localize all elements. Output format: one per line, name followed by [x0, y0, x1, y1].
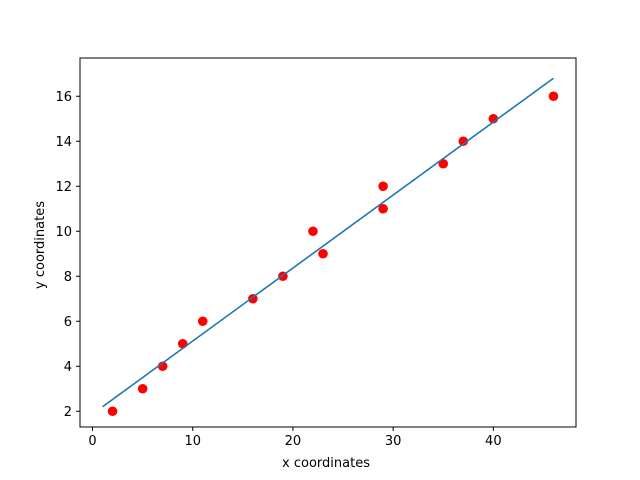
axes-frame	[79, 57, 577, 428]
data-point	[548, 91, 559, 102]
x-tick-label: 0	[88, 434, 96, 449]
y-tick-label: 12	[55, 180, 72, 195]
axes: 0 10 20 30 40 2 4 6 8 10 12 14 16	[55, 57, 577, 449]
y-tick-label: 10	[55, 225, 72, 240]
y-tick-label: 6	[64, 315, 72, 330]
y-tick-label: 14	[55, 135, 72, 150]
y-tick-label: 4	[64, 360, 72, 375]
x-tick-label: 10	[184, 434, 201, 449]
x-tick-label: 40	[485, 434, 502, 449]
data-point	[197, 316, 208, 327]
data-point	[378, 203, 388, 214]
x-tick-label: 30	[385, 434, 402, 449]
data-point	[378, 181, 388, 192]
y-tick-label: 2	[64, 405, 72, 420]
y-tick-label: 8	[64, 270, 72, 285]
x-tick-label: 20	[285, 434, 302, 449]
data-point	[137, 383, 148, 394]
y-axis-label: y coordinates	[33, 201, 48, 289]
x-axis-label: x coordinates	[282, 456, 370, 471]
fit-line	[102, 77, 554, 408]
data-point	[438, 158, 449, 169]
data-point	[308, 226, 318, 237]
y-tick-label: 16	[55, 90, 72, 105]
data-point	[318, 248, 328, 259]
data-point	[177, 338, 188, 349]
data-point	[107, 406, 118, 417]
data-point	[458, 136, 469, 147]
plot-area	[102, 77, 559, 417]
